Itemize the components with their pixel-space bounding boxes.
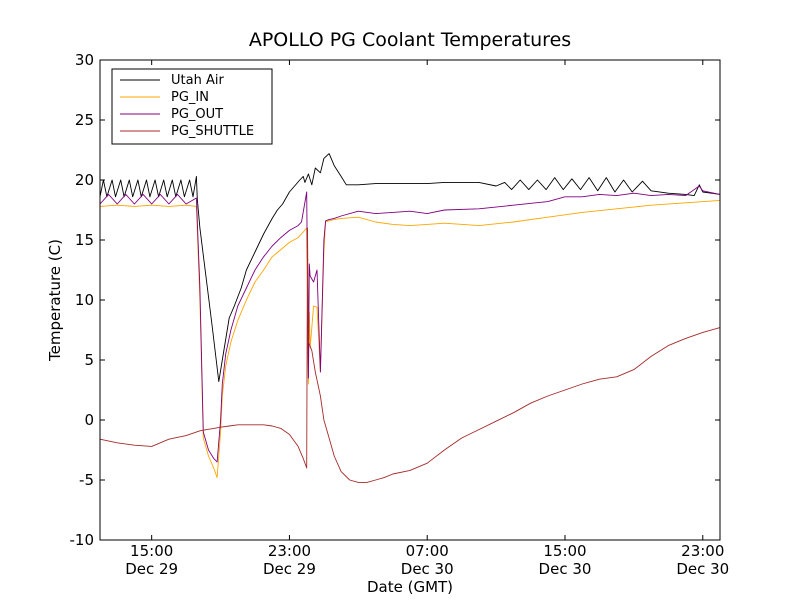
x-tick-label: 15:00	[130, 542, 173, 560]
x-tick-label: 15:00	[543, 542, 586, 560]
y-tick-label: 5	[84, 351, 94, 369]
y-tick-label: 25	[75, 111, 94, 129]
x-tick-sublabel: Dec 30	[401, 560, 454, 578]
y-axis-label: Temperature (C)	[46, 239, 64, 362]
series-line-pg-shuttle	[99, 227, 721, 483]
x-tick-label: 07:00	[406, 542, 449, 560]
x-tick-sublabel: Dec 30	[539, 560, 592, 578]
x-tick-sublabel: Dec 29	[263, 560, 316, 578]
y-tick-label: -5	[79, 471, 94, 489]
legend: Utah Air PG_IN PG_OUT PG_SHUTTLE	[111, 68, 273, 145]
legend-label: PG_OUT	[171, 107, 223, 122]
series-line-utah-air	[99, 153, 721, 383]
y-tick-label: 20	[75, 171, 94, 189]
x-axis-label: Date (GMT)	[367, 578, 453, 596]
x-tick-sublabel: Dec 30	[676, 560, 729, 578]
chart-title: APOLLO PG Coolant Temperatures	[249, 29, 571, 51]
y-tick-label: 0	[84, 411, 94, 429]
series-line-pg-in	[99, 199, 721, 479]
legend-label: PG_IN	[171, 90, 209, 105]
y-axis: -10 -5 0 5 10 15 20 25 30	[70, 51, 720, 549]
x-tick-sublabel: Dec 29	[125, 560, 178, 578]
legend-label: Utah Air	[171, 73, 224, 88]
y-tick-label: -10	[70, 531, 95, 549]
y-tick-label: 10	[75, 291, 94, 309]
x-tick-label: 23:00	[681, 542, 724, 560]
series-layer	[99, 153, 721, 483]
y-tick-label: 15	[75, 231, 94, 249]
legend-label: PG_SHUTTLE	[171, 124, 254, 139]
y-tick-label: 30	[75, 51, 94, 69]
series-line-pg-out	[99, 185, 721, 463]
x-tick-label: 23:00	[268, 542, 311, 560]
